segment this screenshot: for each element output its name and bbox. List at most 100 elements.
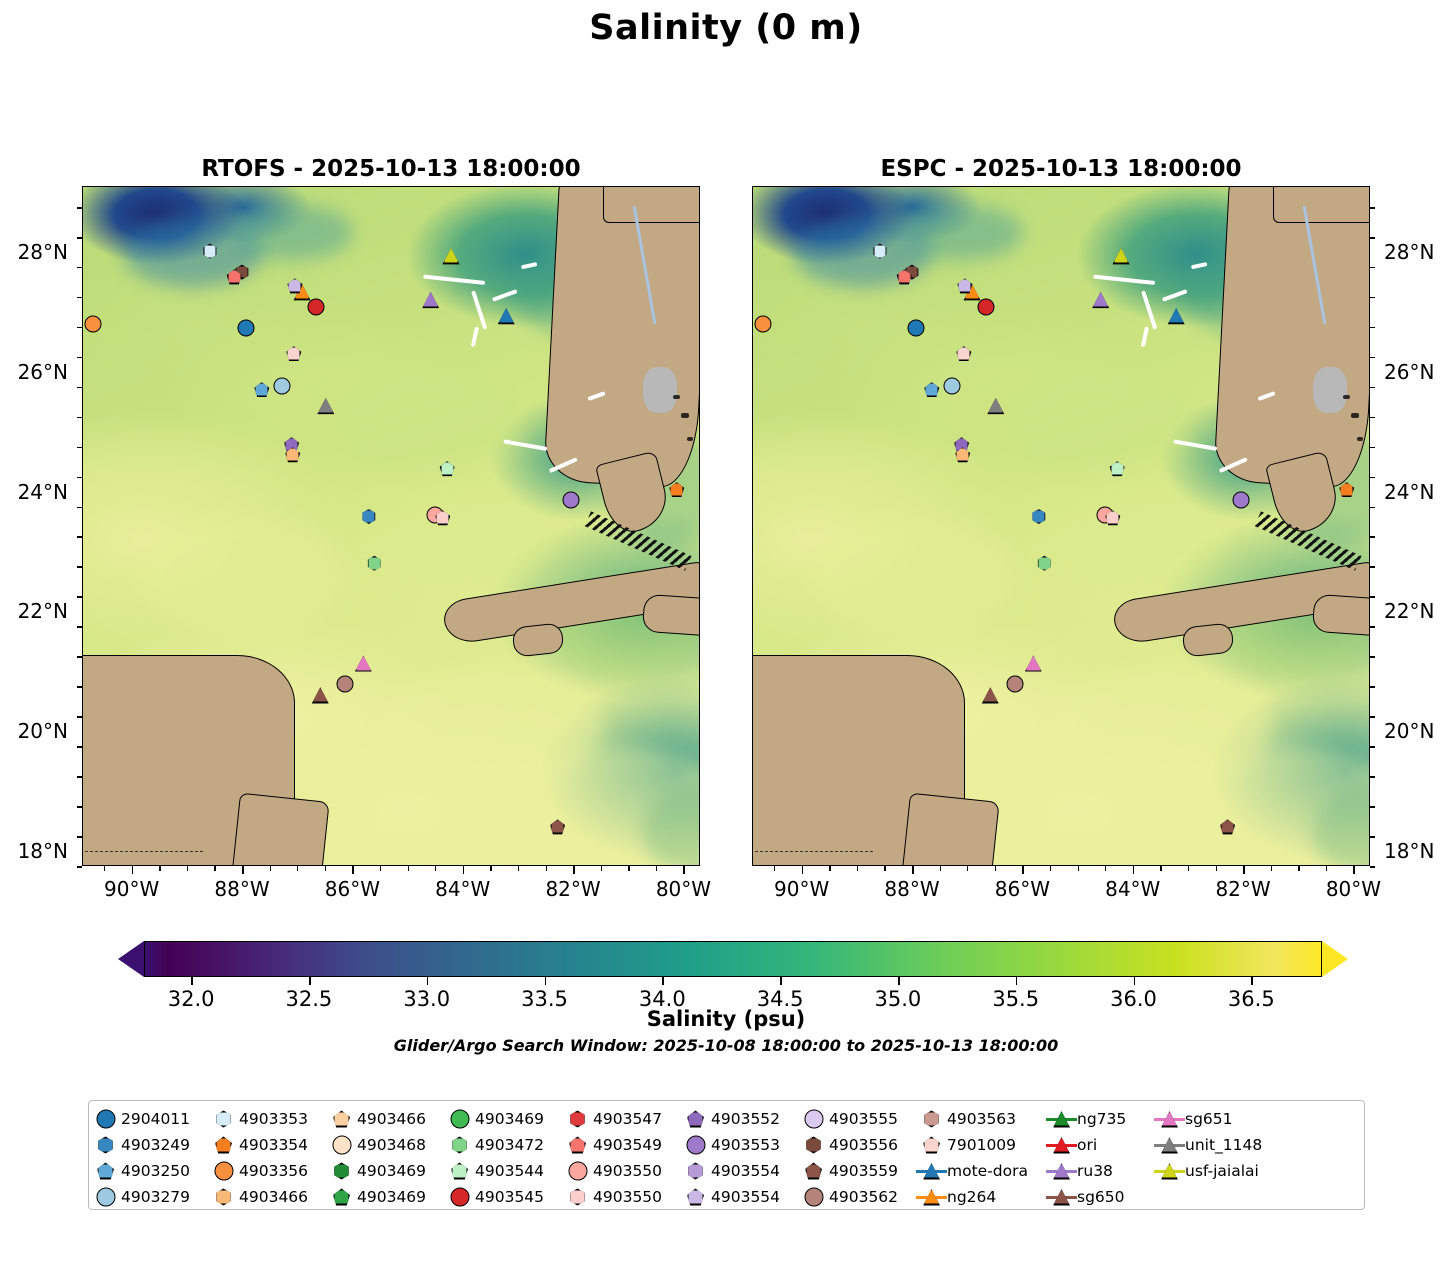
legend-item-4903249[interactable]: 4903249: [97, 1133, 215, 1157]
map-marker-4903550[interactable]: [1105, 510, 1121, 526]
legend-item-unit_1148[interactable]: unit_1148: [1154, 1133, 1279, 1157]
legend-item-4903554[interactable]: 4903554: [687, 1185, 805, 1209]
legend-item-usf-jaialai[interactable]: usf-jaialai: [1154, 1159, 1279, 1183]
map-marker-ru38[interactable]: [422, 291, 440, 309]
legend-item-4903469[interactable]: 4903469: [333, 1185, 451, 1209]
map-marker-2904011[interactable]: [907, 319, 925, 337]
map-marker-7901009[interactable]: [956, 346, 972, 362]
legend-item-ori[interactable]: ori: [1046, 1133, 1161, 1157]
map-marker-4903356[interactable]: [84, 315, 102, 333]
lat-tick: [77, 686, 82, 688]
legend-item-sg650[interactable]: sg650: [1046, 1185, 1161, 1209]
map-marker-usf-jaialai[interactable]: [1112, 247, 1130, 265]
legend-item-4903555[interactable]: 4903555: [804, 1107, 923, 1131]
map-marker-4903550[interactable]: [435, 510, 451, 526]
legend-item-4903550[interactable]: 4903550: [568, 1159, 687, 1183]
map-marker-4903279[interactable]: [943, 377, 961, 395]
map-marker-4903354[interactable]: [669, 482, 685, 498]
map-marker-4903553[interactable]: [1232, 491, 1250, 509]
lon-tick-minor: [462, 866, 465, 871]
map-marker-unit_1148[interactable]: [317, 397, 335, 415]
map-marker-4903472[interactable]: [367, 555, 382, 571]
lon-tick-minor: [856, 866, 859, 871]
map-marker-usf-jaialai[interactable]: [442, 247, 460, 265]
legend-item-4903466[interactable]: 4903466: [215, 1185, 333, 1209]
map-marker-4903553[interactable]: [562, 491, 580, 509]
map-marker-4903552[interactable]: [954, 437, 970, 453]
legend-item-4903469[interactable]: 4903469: [333, 1159, 451, 1183]
map-marker-4903554[interactable]: [957, 278, 973, 294]
legend-item-ru38[interactable]: ru38: [1046, 1159, 1161, 1183]
legend-item-4903550[interactable]: 4903550: [569, 1185, 687, 1209]
legend-item-4903354[interactable]: 4903354: [215, 1133, 333, 1157]
legend-item-4903553[interactable]: 4903553: [686, 1133, 805, 1157]
map-marker-4903554[interactable]: [287, 278, 303, 294]
map-marker-mote-dora[interactable]: [1167, 307, 1185, 325]
legend-item-4903545[interactable]: 4903545: [450, 1185, 569, 1209]
map-marker-4903552[interactable]: [284, 437, 300, 453]
map-marker-4903472[interactable]: [1037, 555, 1052, 571]
map-marker-4903353[interactable]: [202, 243, 217, 259]
map-marker-2904011[interactable]: [237, 319, 255, 337]
map-marker-4903545[interactable]: [307, 298, 325, 316]
map-panel-espc[interactable]: [752, 186, 1370, 866]
legend-item-ng264[interactable]: ng264: [916, 1185, 1053, 1209]
map-marker-4903279[interactable]: [273, 377, 291, 395]
map-marker-mote-dora[interactable]: [497, 307, 515, 325]
map-marker-4903559[interactable]: [550, 819, 566, 835]
map-marker-4903466[interactable]: [955, 447, 971, 463]
legend-item-4903466[interactable]: 4903466: [333, 1107, 451, 1131]
lon-tick-minor: [801, 866, 803, 871]
map-marker-4903250[interactable]: [924, 382, 940, 397]
map-marker-sg650[interactable]: [311, 687, 329, 704]
map-marker-4903249[interactable]: [1031, 509, 1046, 524]
map-marker-4903356[interactable]: [754, 315, 772, 333]
map-panel-rtofs[interactable]: [82, 186, 700, 866]
map-marker-4903353[interactable]: [872, 243, 887, 259]
legend-item-7901009[interactable]: 7901009: [923, 1133, 1053, 1157]
map-marker-sg651[interactable]: [1024, 655, 1042, 672]
legend-item-4903554[interactable]: 4903554: [687, 1159, 805, 1183]
legend-item-4903353[interactable]: 4903353: [215, 1107, 333, 1131]
legend-item-4903356[interactable]: 4903356: [214, 1159, 333, 1183]
map-marker-sg650[interactable]: [981, 687, 999, 704]
legend-item-2904011[interactable]: 2904011: [96, 1107, 215, 1131]
legend-item-4903549[interactable]: 4903549: [569, 1133, 687, 1157]
legend[interactable]: 2904011 4903249 4903250 4903279 4903353 49033…: [88, 1100, 1365, 1210]
legend-item-ng735[interactable]: ng735: [1046, 1107, 1161, 1131]
legend-item-mote-dora[interactable]: mote-dora: [916, 1159, 1053, 1183]
map-marker-4903544[interactable]: [1109, 461, 1125, 477]
legend-item-4903468[interactable]: 4903468: [332, 1133, 451, 1157]
legend-item-4903563[interactable]: 4903563: [923, 1107, 1053, 1131]
legend-item-4903556[interactable]: 4903556: [805, 1133, 923, 1157]
map-marker-4903562[interactable]: [336, 675, 354, 693]
map-marker-4903354[interactable]: [1339, 482, 1355, 498]
legend-marker-icon: [804, 1109, 823, 1129]
map-marker-sg651[interactable]: [354, 655, 372, 672]
map-marker-ru38[interactable]: [1092, 291, 1110, 309]
map-marker-4903549[interactable]: [896, 269, 912, 285]
map-marker-unit_1148[interactable]: [987, 397, 1005, 415]
map-marker-4903549[interactable]: [226, 269, 242, 285]
legend-item-sg651[interactable]: sg651: [1154, 1107, 1279, 1131]
legend-label: 4903249: [121, 1136, 191, 1154]
legend-item-4903469[interactable]: 4903469: [450, 1107, 569, 1131]
legend-item-4903562[interactable]: 4903562: [804, 1185, 923, 1209]
map-marker-4903545[interactable]: [977, 298, 995, 316]
legend-item-4903544[interactable]: 4903544: [451, 1159, 569, 1183]
colorbar-tick: [308, 977, 311, 985]
legend-item-4903250[interactable]: 4903250: [97, 1159, 215, 1183]
map-marker-4903466[interactable]: [285, 447, 301, 463]
legend-item-4903279[interactable]: 4903279: [96, 1185, 215, 1209]
map-marker-4903544[interactable]: [439, 461, 455, 477]
map-marker-4903562[interactable]: [1006, 675, 1024, 693]
map-marker-4903250[interactable]: [254, 382, 270, 397]
legend-item-4903472[interactable]: 4903472: [451, 1133, 569, 1157]
florida-peninsula: [1213, 187, 1369, 489]
map-marker-4903559[interactable]: [1220, 819, 1236, 835]
map-marker-4903249[interactable]: [361, 509, 376, 524]
legend-item-4903552[interactable]: 4903552: [687, 1107, 805, 1131]
legend-item-4903547[interactable]: 4903547: [569, 1107, 687, 1131]
map-marker-7901009[interactable]: [286, 346, 302, 362]
legend-item-4903559[interactable]: 4903559: [805, 1159, 923, 1183]
